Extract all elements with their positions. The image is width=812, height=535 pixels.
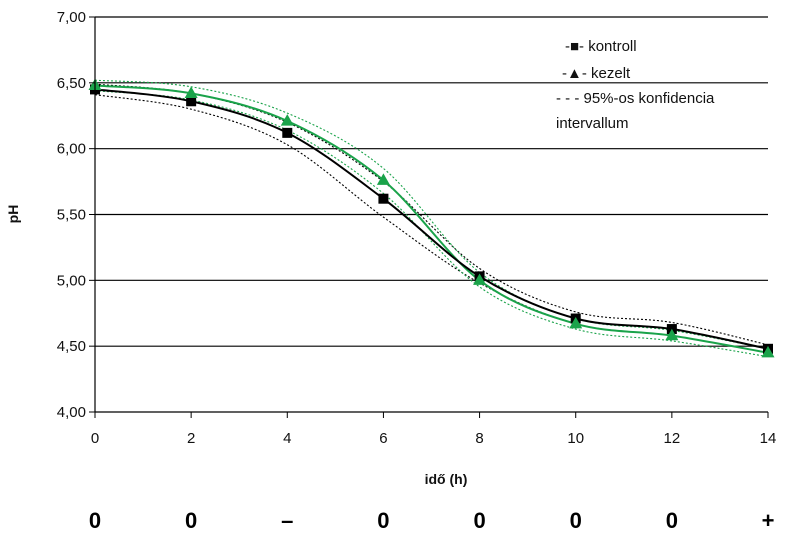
point-kontroll [186,96,197,107]
y-tick-label: 6,00 [57,141,86,158]
bottom-marker: 0 [377,508,389,533]
y-tick-label: 7,00 [57,9,86,26]
ci-lower-kontroll [94,94,769,354]
series-line-kontroll [94,88,769,350]
bottom-marker: 0 [89,508,101,533]
point-kezelt [569,316,583,329]
data-points [88,78,775,358]
bottom-marker: 0 [666,508,678,533]
point-kontroll [282,127,293,138]
legend-entry-kontroll: -■- kontroll [565,38,637,55]
y-axis-title: pH [5,205,21,224]
bottom-marker: 0 [473,508,485,533]
bottom-marker: – [281,508,293,533]
x-tick-label: 6 [379,430,387,447]
point-kezelt [280,114,294,126]
series-line-kezelt [94,84,769,354]
bottom-marker: 0 [185,508,197,533]
point-kezelt [376,173,390,185]
x-tick-label: 12 [664,430,681,447]
x-tick-label: 10 [567,430,584,447]
point-kezelt [665,328,679,341]
y-tick-label: 5,50 [57,207,86,224]
y-tick-label: 6,50 [57,75,86,92]
y-tick-label: 5,00 [57,272,86,289]
point-kezelt [184,86,198,98]
y-tick-label: 4,50 [57,338,86,355]
series-lines [94,84,769,354]
bottom-marker: + [762,508,775,533]
x-tick-label: 4 [283,430,291,447]
grid-lines [95,16,768,347]
bottom-markers: 0 0 – 0 0 0 0 + [89,508,775,533]
bottom-marker: 0 [570,508,582,533]
axes: 4,00 4,50 5,00 5,50 6,00 6,50 7,00 0 2 4 6 8 10 12 14 [57,9,777,447]
x-tick-label: 8 [475,430,483,447]
y-tick-label: 4,00 [57,404,86,421]
confidence-intervals [94,79,769,358]
x-tick-label: 14 [760,430,777,447]
ci-lower-kezelt [94,90,769,358]
legend: -■- kontroll -▲- kezelt - - - 95%-os kon… [556,38,715,132]
ci-upper-kezelt [94,79,769,350]
legend-entry-ci-line2: intervallum [556,115,629,132]
point-kezelt [473,273,487,285]
point-kezelt [761,345,775,358]
legend-entry-ci: - - - 95%-os konfidencia [556,90,715,107]
point-kontroll [378,193,389,204]
x-tick-label: 0 [91,430,99,447]
x-axis-title: idő (h) [425,471,468,487]
legend-entry-kezelt: -▲- kezelt [562,65,631,82]
x-tick-label: 2 [187,430,195,447]
